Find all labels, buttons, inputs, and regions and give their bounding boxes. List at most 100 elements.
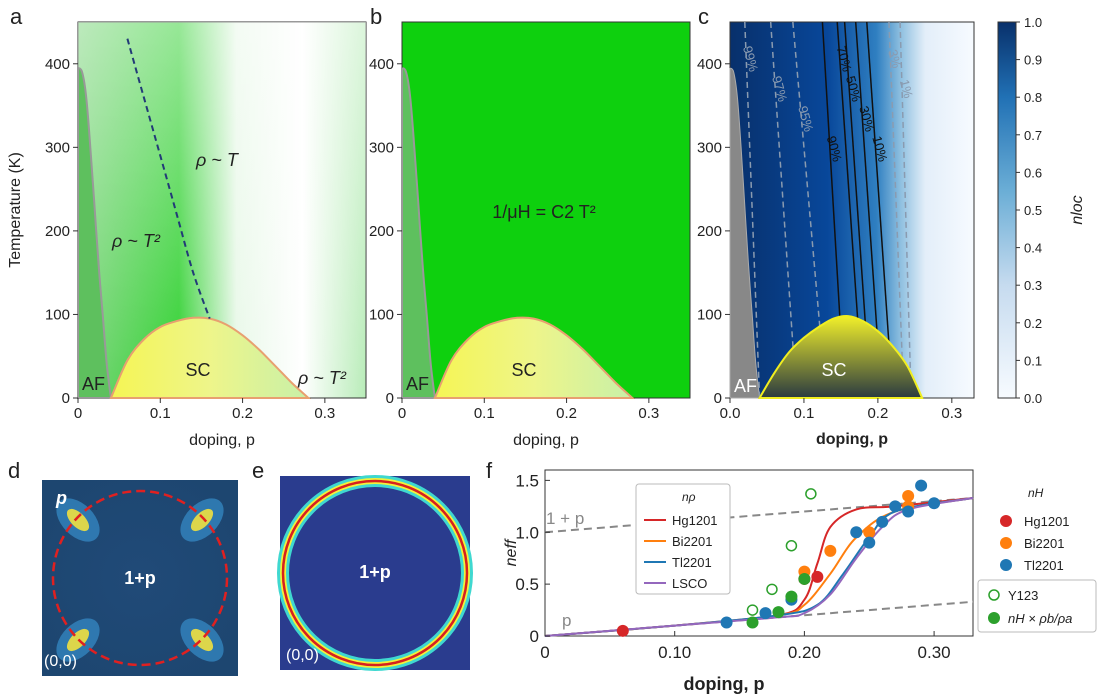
panel-a-ticks: 0 0.1 0.2 0.3 0 100 200 300 400 — [45, 56, 335, 422]
panel-a-label-rho-t2-right: ρ ~ T² — [297, 368, 347, 388]
panel-d-fermi-circle — [51, 489, 229, 667]
panel-a-crossover-line — [126, 38, 211, 319]
point-tl2201 — [876, 515, 889, 528]
y-tick-label: 0 — [62, 390, 70, 407]
panel-e-center-label: 1+p — [359, 562, 391, 582]
legend-rho-title: nρ — [682, 490, 696, 504]
x-tick-label: 0.3 — [941, 405, 962, 422]
y-tick-label: 300 — [369, 139, 394, 156]
legend-ratio-marker — [988, 612, 1000, 624]
point-nh_ratio — [798, 572, 811, 585]
y-tick-label: 300 — [45, 139, 70, 156]
legend-h-label: Tl2201 — [1024, 558, 1064, 573]
x-tick-label: 0.2 — [867, 405, 888, 422]
colorbar-tick-label: 0.2 — [1024, 316, 1042, 331]
panel-b-label-sc: SC — [511, 360, 536, 380]
panel-a-label-rho-t: ρ ~ T — [195, 150, 240, 170]
panel-e-letter: e — [252, 458, 264, 483]
panel-e: e 1+p (0,0) — [252, 458, 473, 671]
x-tick-label: 0.3 — [314, 405, 335, 422]
contour-label: 95% — [795, 104, 816, 133]
contour-line — [769, 21, 798, 399]
point-hg1201 — [616, 624, 629, 637]
x-tick-label: 0.1 — [150, 405, 171, 422]
contour-label: 70% — [834, 44, 855, 73]
colorbar-tick-label: 0.1 — [1024, 353, 1042, 368]
legend-h-items: Hg1201 Bi2201 Tl2201 — [1000, 514, 1070, 573]
colorbar-tick-label: 0.5 — [1024, 203, 1042, 218]
panel-c-label-sc: SC — [821, 360, 846, 380]
y-tick-label: 1.0 — [515, 523, 539, 542]
panel-c-ticks: 0.0 0.1 0.2 0.3 0 100 200 300 400 — [697, 56, 962, 422]
y-tick-label: 300 — [697, 139, 722, 156]
point-nh_ratio — [772, 606, 785, 619]
panel-b-label-af: AF — [406, 374, 429, 394]
legend-h-marker — [1000, 559, 1012, 571]
panel-a-letter: a — [10, 4, 23, 29]
x-tick-label: 0.2 — [556, 405, 577, 422]
panel-a: 0 0.1 0.2 0.3 0 100 200 300 400 a Temperature (K… — [7, 4, 367, 449]
panel-c-colorbar-ticks: 0.0 0.1 0.2 0.3 0.4 0.5 0.6 0.7 0.8 0.9 1.0 — [1016, 15, 1042, 406]
legend-h-title: nH — [1028, 486, 1044, 500]
y-tick-label: 400 — [45, 56, 70, 73]
y-tick-label: 200 — [697, 223, 722, 240]
point-bi2201 — [824, 544, 837, 557]
x-tick-label: 0 — [74, 405, 82, 422]
contour-label: 3% — [885, 48, 904, 70]
panel-a-label-af: AF — [82, 374, 105, 394]
point-tl2201 — [928, 497, 941, 510]
contour-line — [744, 21, 761, 399]
y-tick-label: 400 — [697, 56, 722, 73]
contour-label: 10% — [869, 134, 890, 163]
contour-label: 1% — [897, 78, 916, 100]
point-tl2201 — [850, 526, 863, 539]
legend-rho-label: Tl2201 — [672, 555, 712, 570]
panel-c-sc-dome — [757, 315, 924, 399]
legend-rho-items: Hg1201 Bi2201 Tl2201 LSCO — [644, 513, 718, 591]
x-tick-label: 0 — [398, 405, 406, 422]
legend-h-marker — [1000, 515, 1012, 527]
x-tick-label: 0.3 — [638, 405, 659, 422]
contour-label: 97% — [769, 74, 790, 103]
spectral-spot-core — [66, 508, 90, 532]
panel-e-ring-inner — [281, 479, 469, 667]
legend-rho-box — [635, 483, 731, 595]
panel-d-p-label: p — [55, 488, 67, 508]
colorbar-tick-label: 0.0 — [1024, 391, 1042, 406]
point-nh_ratio — [785, 590, 798, 603]
point-tl2201 — [902, 505, 915, 518]
panel-c-label-af: AF — [734, 376, 757, 396]
panel-c-colorbar-label: nloc — [1069, 195, 1086, 224]
panel-a-ylabel: Temperature (K) — [7, 152, 24, 268]
y-tick-label: 100 — [697, 306, 722, 323]
x-tick-label: 0.20 — [788, 643, 821, 662]
y-tick-label: 0 — [714, 390, 722, 407]
x-tick-label: 0.10 — [658, 643, 691, 662]
panel-f-letter: f — [486, 458, 493, 483]
point-tl2201 — [759, 607, 772, 620]
legend-other-box — [977, 579, 1097, 633]
panel-f-ticks: 0 0.10 0.20 0.30 0 0.5 1.0 1.5 — [515, 471, 950, 662]
colorbar-tick-label: 1.0 — [1024, 15, 1042, 30]
point-bi2201 — [863, 526, 876, 539]
legend-other-label: Y123 — [1008, 588, 1038, 603]
panel-f-ylabel: neff — [503, 538, 520, 566]
contour-line — [866, 21, 894, 399]
contour-label: 90% — [824, 134, 845, 163]
x-tick-label: 0.1 — [794, 405, 815, 422]
panel-c-xlabel: doping, p — [816, 431, 888, 448]
colorbar-tick-label: 0.4 — [1024, 241, 1042, 256]
x-tick-label: 0.30 — [918, 643, 951, 662]
legend-h-label: Bi2201 — [1024, 536, 1064, 551]
panel-c-colorbar — [997, 21, 1017, 399]
legend-rho-label: Hg1201 — [672, 513, 718, 528]
legend-other-items: Y123 nH × ρb/ρa — [988, 588, 1072, 626]
contour-label: 99% — [740, 44, 761, 73]
legend-h: nH Hg1201 Bi2201 Tl2201 — [1000, 486, 1070, 573]
legend-h-label: Hg1201 — [1024, 514, 1070, 529]
y-tick-label: 200 — [369, 223, 394, 240]
panel-b-af-region — [401, 67, 437, 399]
contour-label: 50% — [843, 74, 864, 103]
panel-e-origin: (0,0) — [286, 647, 319, 664]
contour-line — [899, 21, 912, 399]
